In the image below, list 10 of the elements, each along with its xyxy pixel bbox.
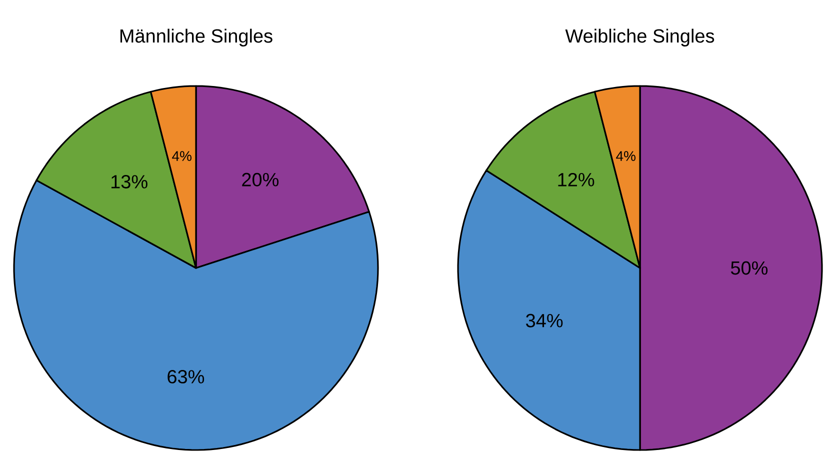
data-label: 63% <box>168 370 204 384</box>
data-label: 20% <box>242 172 279 186</box>
data-label: 13% <box>112 174 148 188</box>
data-label: 34% <box>526 314 563 328</box>
chart-title: Weibliche Singles <box>565 28 714 46</box>
data-label: 12% <box>558 172 594 186</box>
data-label: 4% <box>616 151 636 161</box>
chart-title: Männliche Singles <box>120 28 272 46</box>
data-label: 4% <box>172 151 192 161</box>
data-label: 50% <box>730 261 768 275</box>
